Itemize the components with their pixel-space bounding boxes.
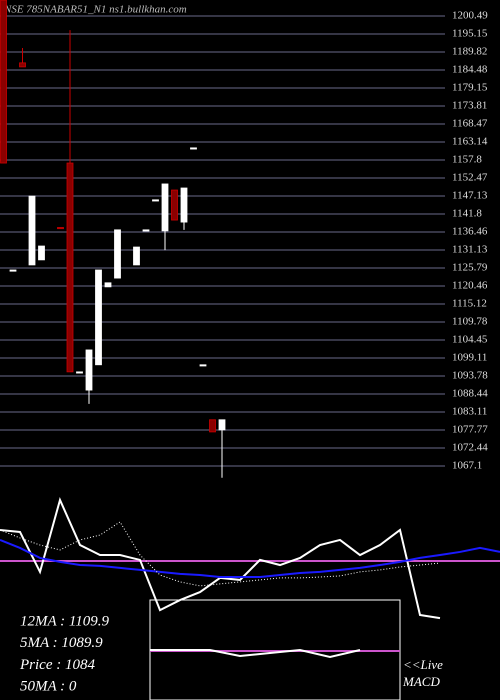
candle-body [209,419,216,433]
candle-body [95,269,102,366]
candle-body [161,183,169,232]
candle-body [104,282,112,288]
y-tick-label: 1157.8 [452,154,482,166]
y-tick-label: 1152.47 [452,172,488,184]
y-tick-label: 1125.79 [452,262,488,274]
candle-body [9,269,17,272]
y-tick-label: 1189.82 [452,46,487,58]
y-tick-label: 1168.47 [452,118,488,130]
candle-body [142,229,150,232]
y-tick-label: 1093.78 [452,370,488,382]
y-tick-label: 1200.49 [452,10,488,22]
indicator-label: 50MA : 0 [20,679,77,695]
indicator-label: Price : 1084 [19,657,95,673]
candle-body [0,0,7,164]
y-tick-label: 1067.1 [452,460,482,472]
indicator-label: 12MA : 1109.9 [20,613,110,629]
y-tick-label: 1115.12 [452,298,487,310]
y-tick-label: 1109.78 [452,316,488,328]
candle-body [114,229,121,279]
y-tick-label: 1147.13 [452,190,488,202]
candle-body [152,199,159,202]
candle-body [57,227,64,230]
candle-body [19,62,26,68]
candle-body [133,246,140,266]
y-tick-label: 1173.81 [452,100,487,112]
y-tick-label: 1163.14 [452,136,488,148]
indicator-label: 5MA : 1089.9 [20,635,103,651]
candle-body [76,371,83,374]
candle-body [190,147,197,150]
macd-label: <<Live [403,657,443,672]
candle-body [66,162,74,373]
y-tick-label: 1099.11 [452,352,487,364]
candle-body [28,195,36,266]
macd-label: MACD [402,674,440,689]
indicator-line [0,539,500,579]
candle-body [38,245,45,261]
y-tick-label: 1184.48 [452,64,488,76]
indicator-line [0,521,441,587]
y-tick-label: 1131.13 [452,244,488,256]
y-tick-label: 1072.44 [452,442,488,454]
y-tick-label: 1120.46 [452,280,488,292]
y-tick-label: 1136.46 [452,226,488,238]
candle-body [180,187,188,223]
y-tick-label: 1088.44 [452,388,488,400]
candle-body [218,419,226,431]
chart-title: NSE 785NABAR51_N1 ns1.bullkhan.com [3,4,187,16]
candle-body [85,349,93,391]
candle-body [199,364,207,367]
indicator-line [150,648,361,659]
y-tick-label: 1195.15 [452,28,488,40]
y-tick-label: 1077.77 [452,424,488,436]
y-tick-label: 1104.45 [452,334,488,346]
y-tick-label: 1141.8 [452,208,482,220]
y-tick-label: 1083.11 [452,406,487,418]
candle-body [171,189,178,221]
y-tick-label: 1179.15 [452,82,488,94]
